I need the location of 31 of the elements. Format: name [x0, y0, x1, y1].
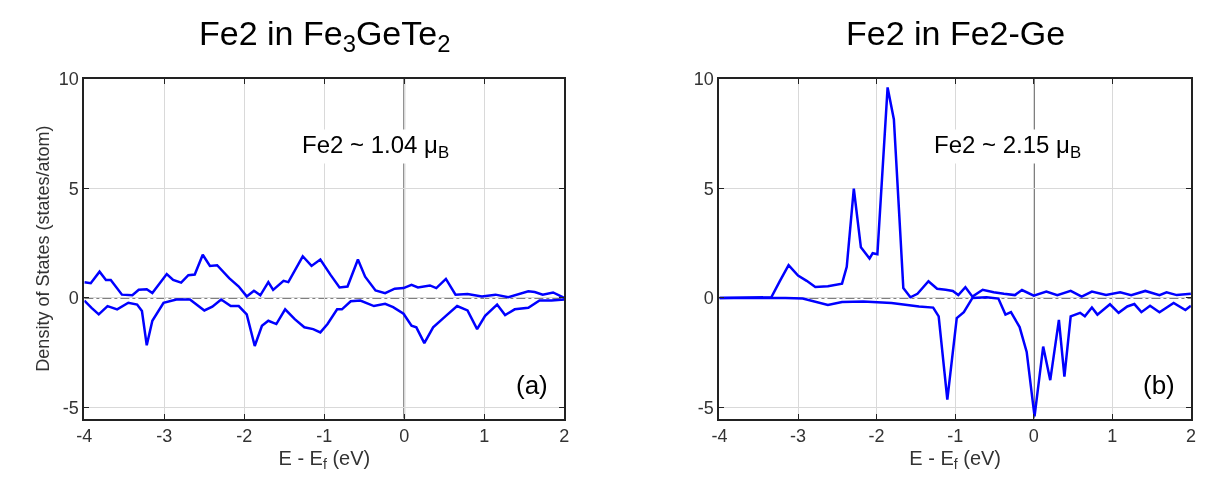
chart-title: Fe2 in Fe$_{3}$GeTe$_{2}$: [199, 14, 451, 58]
y-tick-label: 10: [58, 68, 79, 89]
x-axis-title: E - E$_{f}$ (eV): [278, 447, 371, 473]
x-tick-label: 0: [1028, 426, 1039, 447]
x-tick-label: -1: [947, 426, 964, 447]
x-tick-label: -2: [236, 426, 253, 447]
x-axis-title: E - E$_{f}$ (eV): [909, 447, 1002, 473]
annotation: Fe2 ~ 2.15 μ$_{B}$: [934, 131, 1082, 163]
x-tick-label: 1: [479, 426, 490, 447]
annotation: Fe2 ~ 1.04 μ$_{B}$: [302, 131, 450, 163]
y-tick-label: 0: [68, 288, 79, 309]
x-tick-label: 2: [559, 426, 570, 447]
x-tick-label: -3: [156, 426, 173, 447]
x-tick-label: -1: [316, 426, 333, 447]
x-tick-label: 1: [1107, 426, 1118, 447]
y-tick-label: 5: [703, 178, 714, 199]
x-tick-label: -4: [711, 426, 728, 447]
annotation: (a): [516, 370, 548, 400]
x-tick-label: -2: [868, 426, 885, 447]
y-tick-label: 5: [68, 178, 79, 199]
y-tick-label: 10: [693, 68, 714, 89]
chart-title: Fe2 in Fe2-Ge: [846, 14, 1066, 52]
y-tick-label: -5: [697, 397, 714, 418]
x-tick-label: 2: [1185, 426, 1196, 447]
x-tick-label: -4: [76, 426, 93, 447]
y-tick-label: -5: [62, 397, 79, 418]
annotation: (b): [1143, 370, 1175, 400]
y-tick-label: 0: [703, 288, 714, 309]
x-tick-label: -3: [790, 426, 807, 447]
y-axis-title: Density of States (states/atom): [33, 125, 54, 372]
x-tick-label: 0: [399, 426, 410, 447]
